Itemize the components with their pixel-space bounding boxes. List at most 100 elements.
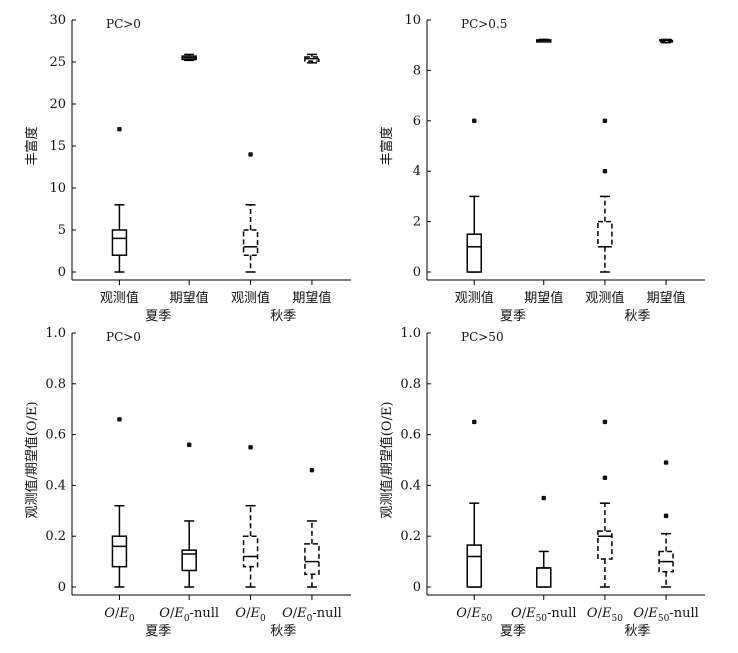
y-tick-label: 20	[49, 97, 66, 112]
outlier-point	[248, 445, 253, 450]
y-tick-label: 0.8	[45, 377, 66, 392]
x-category-label: O/E50-null	[511, 606, 576, 624]
season-label: 秋季	[624, 309, 650, 324]
box-2	[181, 442, 197, 588]
x-category-label: 观测值	[100, 290, 139, 306]
x-category-label: O/E0-null	[159, 606, 219, 624]
box-1	[111, 417, 128, 588]
y-tick-label: 4	[413, 164, 421, 179]
y-tick-label: 1.0	[45, 326, 66, 341]
y-tick-label: 0.8	[400, 377, 421, 392]
y-tick-label: 0.4	[45, 478, 66, 493]
y-tick-label: 2	[413, 215, 421, 230]
y-tick-label: 10	[49, 181, 66, 196]
x-category-label: O/E0	[235, 606, 266, 624]
x-category-label: 期望值	[292, 290, 331, 306]
box-iqr	[597, 530, 613, 560]
y-axis-title: 丰富度	[379, 126, 395, 165]
chart-panel-4: 0 0.2 0.4 0.6 0.8 1.0 观测值/期望值(O/E) PC>50 O/E50 O/…	[379, 326, 705, 639]
y-tick-label: 0	[413, 265, 421, 280]
season-label: 秋季	[270, 309, 296, 324]
outlier-point	[186, 442, 192, 447]
x-category-label: O/E50-null	[633, 606, 698, 624]
season-label: 夏季	[145, 624, 171, 639]
chart-panel-3: 0 0.2 0.4 0.6 0.8 1.0 观测值/期望值(O/E) PC>0 O/E0 O/E0…	[24, 326, 351, 639]
box-iqr	[242, 535, 259, 568]
x-category-label: O/E50	[587, 606, 623, 624]
y-tick-label: 0	[58, 265, 66, 280]
y-tick-label: 8	[413, 63, 421, 78]
season-label: 夏季	[145, 309, 171, 324]
x-category-label: 期望值	[524, 290, 563, 306]
season-label: 夏季	[500, 624, 526, 639]
y-tick-label: 0.2	[400, 529, 421, 544]
outlier-point	[472, 118, 477, 123]
y-tick-label: 0.2	[45, 529, 66, 544]
y-tick-label: 0.6	[45, 428, 66, 443]
box-iqr	[181, 549, 197, 572]
box-1	[111, 127, 128, 273]
box-iqr	[466, 544, 483, 588]
panel-annotation: PC>50	[461, 330, 504, 344]
y-tick-label: 0.6	[400, 428, 421, 443]
box-4	[304, 53, 320, 64]
y-tick-label: 0	[58, 580, 66, 595]
outlier-point	[472, 419, 477, 425]
box-3	[242, 445, 259, 588]
box-2	[536, 38, 552, 43]
season-label: 秋季	[270, 624, 296, 639]
box-iqr	[111, 535, 128, 568]
outlier-point	[663, 513, 669, 519]
box-2	[536, 495, 552, 588]
y-tick-label: 6	[413, 114, 421, 129]
y-tick-label: 10	[404, 13, 421, 28]
x-category-label: 观测值	[585, 290, 624, 306]
box-3	[597, 118, 613, 273]
outlier-point	[309, 467, 315, 473]
y-tick-label: 15	[49, 139, 66, 154]
outlier-point	[248, 152, 253, 157]
x-category-label: O/E0-null	[282, 606, 342, 624]
x-category-label: O/E50	[456, 606, 492, 624]
y-tick-label: 25	[49, 55, 66, 70]
panel-annotation: PC>0	[106, 330, 141, 344]
x-category-label: O/E0	[104, 606, 135, 624]
box-iqr	[466, 233, 483, 273]
season-label: 夏季	[500, 309, 526, 324]
box-4	[304, 467, 320, 588]
box-1	[466, 118, 483, 273]
y-tick-label: 1.0	[400, 326, 421, 341]
box-1	[466, 419, 483, 588]
box-iqr	[242, 229, 259, 256]
x-category-label: 期望值	[170, 290, 209, 306]
box-iqr	[111, 229, 128, 256]
outlier-point	[602, 475, 608, 480]
y-tick-label: 0.4	[400, 478, 421, 493]
outlier-point	[602, 118, 608, 123]
outlier-point	[117, 127, 122, 132]
y-axis-title: 观测值/期望值(O/E)	[379, 401, 395, 518]
box-iqr	[597, 220, 613, 248]
y-axis-title: 观测值/期望值(O/E)	[24, 401, 40, 518]
y-tick-label: 0	[413, 580, 421, 595]
season-label: 秋季	[624, 624, 650, 639]
box-3	[597, 419, 613, 588]
y-axis-title: 丰富度	[24, 126, 40, 165]
box-iqr	[304, 543, 320, 576]
box-3	[242, 152, 259, 273]
y-tick-label: 30	[49, 13, 66, 28]
outlier-point	[663, 460, 669, 465]
box-2	[181, 53, 197, 62]
box-4	[658, 460, 674, 588]
outlier-point	[602, 169, 608, 174]
y-tick-label: 5	[58, 223, 66, 238]
x-category-label: 观测值	[231, 290, 270, 306]
outlier-point	[117, 417, 122, 422]
x-category-label: 期望值	[647, 290, 686, 306]
outlier-point	[541, 495, 546, 501]
panel-annotation: PC>0.5	[461, 17, 507, 31]
outlier-point	[602, 419, 608, 425]
